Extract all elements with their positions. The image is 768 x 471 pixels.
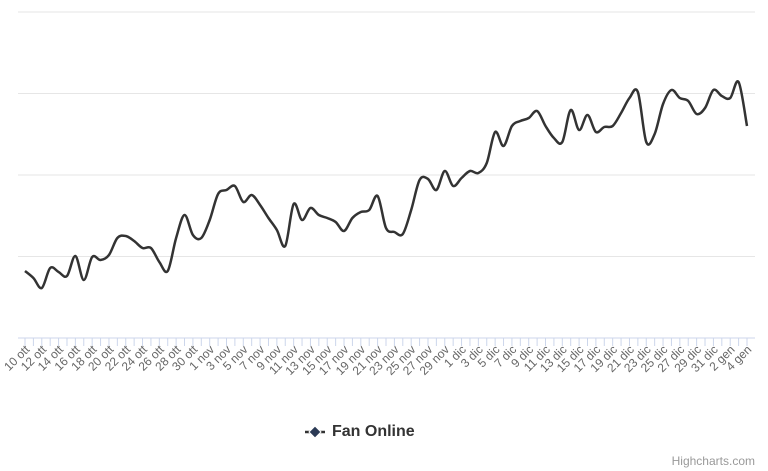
series-line bbox=[24, 80, 749, 290]
legend-marker bbox=[308, 425, 322, 439]
legend-label: Fan Online bbox=[332, 423, 415, 440]
credits[interactable]: Highcharts.com bbox=[672, 454, 755, 468]
